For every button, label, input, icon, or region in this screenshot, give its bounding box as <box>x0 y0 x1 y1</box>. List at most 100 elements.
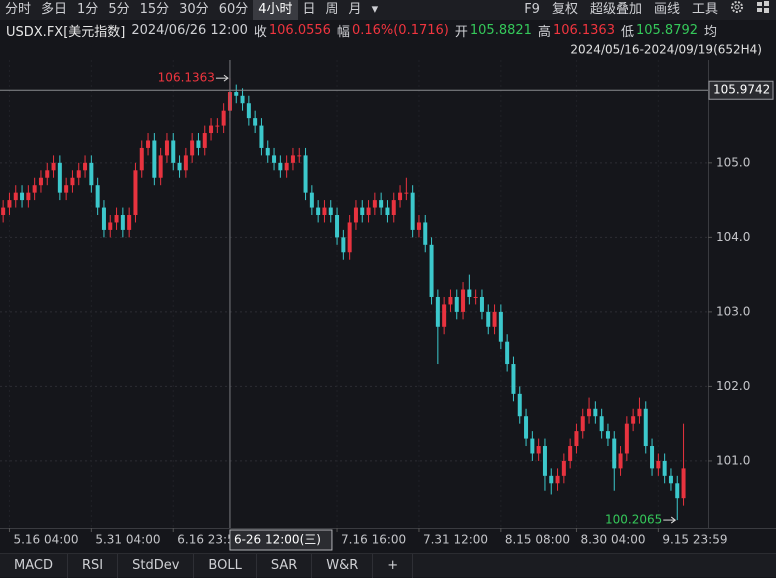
candle-body <box>297 155 302 157</box>
plot-area <box>0 60 708 528</box>
candle-body <box>278 162 283 171</box>
quote-label: 幅 <box>336 24 350 40</box>
indicator-tab[interactable]: MACD <box>0 553 68 578</box>
candle-body <box>38 177 43 186</box>
candle-body <box>662 460 667 476</box>
candle-body <box>448 296 453 305</box>
period-button[interactable]: 周 <box>325 2 339 17</box>
candle-body <box>265 147 270 156</box>
annotation-arrowhead <box>223 74 229 82</box>
candle-body <box>240 95 245 104</box>
candle-body <box>347 222 352 253</box>
candle-body <box>51 162 56 171</box>
last-price-label: 105.9742 <box>713 83 770 97</box>
indicator-tab[interactable]: SAR <box>257 553 313 578</box>
indicator-tabs: MACD RSI StdDev BOLL SAR W&R + <box>0 553 776 578</box>
candle-body <box>442 304 447 327</box>
candle-body <box>259 125 264 148</box>
quote-value: 106.1363 <box>552 22 615 38</box>
tool-button[interactable]: 工具 <box>691 2 718 17</box>
range-label: 2024/05/16-2024/09/19(652H4) <box>570 43 762 57</box>
candle-body <box>120 215 125 230</box>
candle-body <box>561 460 566 476</box>
candle-body <box>656 460 661 469</box>
quote-value: 0.16%(0.1716) <box>351 22 449 38</box>
candle-body <box>530 438 535 454</box>
candle-body <box>391 200 396 216</box>
period-button[interactable]: 30分 <box>179 2 209 17</box>
period-button[interactable]: 分时 <box>5 2 32 17</box>
period-button[interactable]: 60分 <box>218 2 249 17</box>
candle-body <box>542 446 547 476</box>
candle-body <box>473 296 478 298</box>
candle-body <box>127 215 132 230</box>
candle-body <box>290 155 295 163</box>
candle-body <box>372 200 377 208</box>
candle-body <box>108 222 113 230</box>
windows <box>757 1 769 13</box>
layout-icon[interactable] <box>750 0 776 20</box>
candle-body <box>429 244 434 297</box>
candle-body <box>555 475 560 484</box>
x-tick-label: 5.16 04:00 <box>13 533 78 547</box>
tool-button[interactable]: 超级叠加 <box>589 2 642 17</box>
chart: 2024/05/16-2024/09/19(652H4) 101.0 102.0 1… <box>0 43 776 551</box>
candle-body <box>335 215 340 238</box>
period-button[interactable]: 5分 <box>108 2 130 17</box>
candle-body <box>593 408 598 417</box>
toolbar: 分时 多日 1分 5分 15分 30分 60分 4小时日周月 ▾ F9 复权 超级叠加 画线 工具 <box>0 0 776 20</box>
tool-button[interactable]: 复权 <box>551 2 578 17</box>
candle-body <box>574 431 579 447</box>
settings-icon[interactable] <box>724 0 750 20</box>
annotation-label: 106.1363 <box>158 71 215 85</box>
indicator-tab[interactable]: W&R <box>312 553 374 578</box>
quote-value: 106.0556 <box>268 22 331 38</box>
candle-body <box>479 296 484 312</box>
candle-body <box>612 438 617 469</box>
indicator-tab[interactable]: RSI <box>68 553 119 578</box>
candle-body <box>76 170 81 178</box>
candle-body <box>26 192 31 201</box>
period-button[interactable]: 多日 <box>41 2 68 17</box>
x-tick-label: 7.31 12:00 <box>423 533 488 547</box>
gear <box>731 1 743 13</box>
candle-body <box>328 207 333 216</box>
candle-body <box>89 162 94 186</box>
candle-body <box>568 446 573 461</box>
x-tick-label: 8.15 08:00 <box>505 533 570 547</box>
period-button[interactable]: 4小时 <box>253 0 298 20</box>
quote-label: 收 <box>253 24 267 40</box>
candle-body <box>423 222 428 245</box>
period-button[interactable]: 1分 <box>77 2 99 17</box>
indicator-tab[interactable]: StdDev <box>118 553 195 578</box>
candle-body <box>164 140 169 156</box>
candle-body <box>146 140 151 148</box>
period-button[interactable]: ▾ <box>371 2 379 17</box>
tool-button[interactable]: F9 <box>524 2 540 17</box>
candle-body <box>668 475 673 484</box>
candle-body <box>114 215 119 223</box>
candle-body <box>461 289 466 312</box>
crosshair-box <box>229 529 333 551</box>
candle-body <box>681 468 686 499</box>
x-tick-label: 9.15 23:59 <box>662 533 727 547</box>
period-button[interactable]: 15分 <box>139 2 170 17</box>
indicator-tab[interactable]: BOLL <box>194 553 257 578</box>
candle-body <box>416 222 421 230</box>
candle-body <box>152 140 157 178</box>
tool-button[interactable]: 画线 <box>653 2 680 17</box>
candle-body <box>101 207 106 230</box>
candle-body <box>524 416 529 439</box>
last-price-box <box>708 80 774 100</box>
indicator-tab[interactable]: + <box>373 553 414 578</box>
candle-body <box>95 185 100 208</box>
period-button[interactable]: 月 <box>348 2 362 17</box>
period-button[interactable]: 日 <box>302 2 316 17</box>
candle-body <box>20 192 25 201</box>
candle-body <box>643 408 648 447</box>
candle-body <box>549 475 554 484</box>
candle-body <box>618 453 623 469</box>
candle-body <box>177 162 182 171</box>
candle-body <box>435 296 440 327</box>
